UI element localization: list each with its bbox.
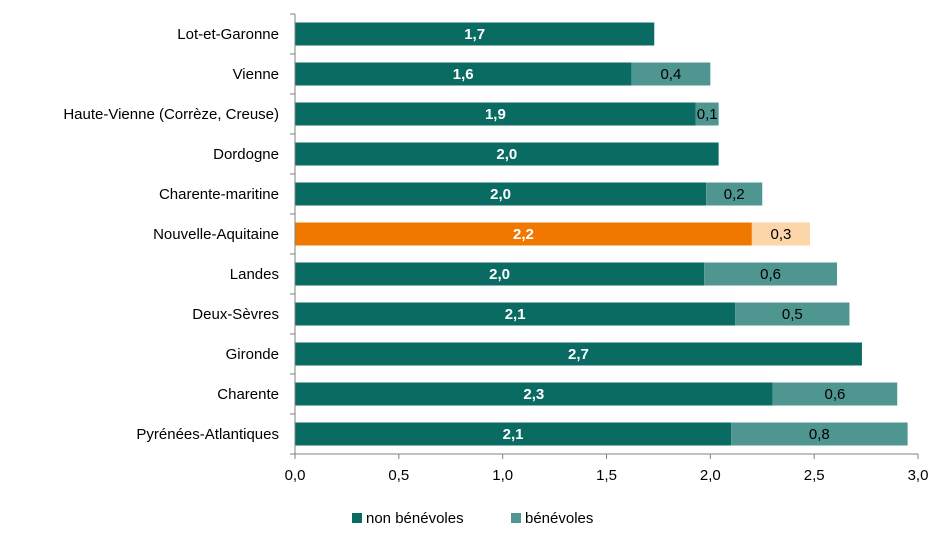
x-tick-label: 3,0 [908, 467, 929, 484]
value-label-non-benevoles-nouvelle-aquitaine: 2,2 [513, 226, 534, 243]
category-label-charente-maritine: Charente-maritine [159, 186, 279, 203]
legend-label-benevoles: bénévoles [525, 510, 593, 527]
bar-benevoles-vienne [631, 62, 711, 86]
bar-benevoles-haute-vienne-corr-ze-creuse- [695, 102, 719, 126]
value-label-benevoles-deux-s-vres: 0,5 [782, 306, 803, 323]
value-label-non-benevoles-charente: 2,3 [523, 386, 544, 403]
axis-layer: Lot-et-Garonne Vienne Haute-Vienne (Corrèz… [63, 13, 929, 484]
category-label-lot-et-garonne: Lot-et-Garonne [177, 26, 279, 43]
bar-non-benevoles-haute-vienne-corr-ze-creuse- [295, 102, 696, 126]
value-label-non-benevoles-dordogne: 2,0 [496, 146, 517, 163]
category-label-dordogne: Dordogne [213, 146, 279, 163]
category-label-vienne: Vienne [233, 66, 279, 83]
bar-non-benevoles-charente [295, 382, 773, 406]
value-label-benevoles-haute-vienne-corr-ze-creuse-: 0,1 [697, 106, 718, 123]
value-label-non-benevoles-charente-maritine: 2,0 [490, 186, 511, 203]
value-label-non-benevoles-deux-s-vres: 2,1 [505, 306, 526, 323]
value-label-non-benevoles-landes: 2,0 [489, 266, 510, 283]
category-label-landes: Landes [230, 266, 279, 283]
bar-non-benevoles-pyr-n-es-atlantiques [295, 422, 732, 446]
legend-swatch-benevoles [511, 513, 521, 523]
x-tick-label: 1,0 [492, 467, 513, 484]
bar-benevoles-nouvelle-aquitaine [751, 222, 811, 246]
legend-swatch-non-benevoles [352, 513, 362, 523]
bar-non-benevoles-vienne [295, 62, 632, 86]
bars-layer: 1,7 1,6 0,4 1,9 0,1 2,0 2,0 0,2 2,2 0,3 2,0 0,6 2,1 0… [295, 22, 908, 446]
bar-non-benevoles-lot-et-garonne [295, 22, 655, 46]
value-label-non-benevoles-lot-et-garonne: 1,7 [464, 26, 485, 43]
bar-non-benevoles-deux-s-vres [295, 302, 736, 326]
value-label-benevoles-nouvelle-aquitaine: 0,3 [771, 226, 792, 243]
value-label-non-benevoles-pyr-n-es-atlantiques: 2,1 [503, 426, 524, 443]
category-label-haute-vienne-corr-ze-creuse-: Haute-Vienne (Corrèze, Creuse) [63, 106, 279, 123]
category-label-nouvelle-aquitaine: Nouvelle-Aquitaine [153, 226, 279, 243]
x-tick-label: 1,5 [596, 467, 617, 484]
x-tick-label: 0,0 [285, 467, 306, 484]
value-label-benevoles-landes: 0,6 [760, 266, 781, 283]
value-label-non-benevoles-haute-vienne-corr-ze-creuse-: 1,9 [485, 106, 506, 123]
bar-benevoles-landes [704, 262, 838, 286]
value-label-non-benevoles-gironde: 2,7 [568, 346, 589, 363]
bar-benevoles-deux-s-vres [735, 302, 850, 326]
value-label-benevoles-charente: 0,6 [825, 386, 846, 403]
category-label-deux-s-vres: Deux-Sèvres [192, 306, 279, 323]
category-label-gironde: Gironde [226, 346, 279, 363]
x-tick-label: 2,0 [700, 467, 721, 484]
bar-benevoles-charente-maritine [706, 182, 763, 206]
bar-non-benevoles-charente-maritine [295, 182, 707, 206]
bar-benevoles-pyr-n-es-atlantiques [731, 422, 908, 446]
value-label-benevoles-charente-maritine: 0,2 [724, 186, 745, 203]
x-tick-label: 0,5 [388, 467, 409, 484]
bar-non-benevoles-gironde [295, 342, 862, 366]
bar-benevoles-charente [772, 382, 898, 406]
value-label-benevoles-pyr-n-es-atlantiques: 0,8 [809, 426, 830, 443]
bar-non-benevoles-dordogne [295, 142, 719, 166]
legend: non bénévoles bénévoles [352, 510, 593, 527]
bar-non-benevoles-nouvelle-aquitaine [295, 222, 752, 246]
bar-non-benevoles-landes [295, 262, 705, 286]
category-label-charente: Charente [217, 386, 279, 403]
value-label-benevoles-vienne: 0,4 [660, 66, 681, 83]
x-tick-label: 2,5 [804, 467, 825, 484]
category-label-pyr-n-es-atlantiques: Pyrénées-Atlantiques [136, 426, 279, 443]
legend-label-non-benevoles: non bénévoles [366, 510, 464, 527]
value-label-non-benevoles-vienne: 1,6 [453, 66, 474, 83]
